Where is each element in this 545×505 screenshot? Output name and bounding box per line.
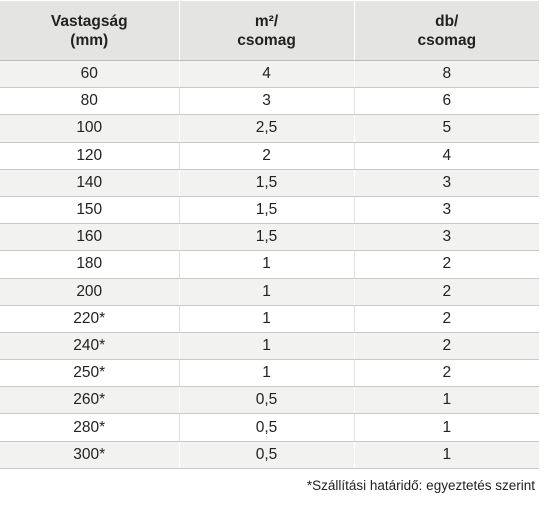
cell-thickness: 300*: [0, 441, 180, 469]
header-area-line1: m²/: [254, 12, 279, 30]
cell-area-per-pack: 1: [179, 305, 355, 333]
packaging-table: Vastagság (mm) m²/csomag db/csomag 60 4 8 80…: [0, 1, 539, 469]
cell-area-per-pack: 0,5: [179, 413, 355, 442]
table-row: 180 1 2: [0, 250, 539, 279]
cell-pieces-per-pack: 2: [354, 359, 539, 388]
cell-pieces-per-pack: 8: [354, 60, 539, 89]
cell-thickness: 180: [0, 250, 180, 279]
table-row: 140 1,5 3: [0, 169, 539, 197]
cell-pieces-per-pack: 3: [354, 196, 539, 225]
table-row: 260* 0,5 1: [0, 386, 539, 415]
cell-pieces-per-pack: 6: [354, 87, 539, 116]
table-row: 280* 0,5 1: [0, 413, 539, 442]
header-area-per-pack: m²/csomag: [179, 1, 355, 61]
header-thickness: Vastagság (mm): [0, 1, 180, 61]
cell-thickness: 240*: [0, 332, 180, 361]
cell-thickness: 160: [0, 223, 180, 252]
header-pieces-line1: db/: [435, 12, 459, 30]
cell-pieces-per-pack: 1: [354, 386, 539, 415]
cell-pieces-per-pack: 3: [354, 223, 539, 252]
cell-thickness: 220*: [0, 305, 180, 333]
cell-thickness: 140: [0, 169, 180, 197]
cell-pieces-per-pack: 3: [354, 169, 539, 197]
cell-thickness: 260*: [0, 386, 180, 415]
cell-pieces-per-pack: 1: [354, 441, 539, 469]
header-pieces-per-pack: db/csomag: [354, 1, 539, 61]
cell-area-per-pack: 1,5: [179, 223, 355, 252]
cell-area-per-pack: 1: [179, 359, 355, 388]
cell-pieces-per-pack: 2: [354, 278, 539, 306]
table-row: 200 1 2: [0, 278, 539, 306]
cell-area-per-pack: 1: [179, 250, 355, 279]
cell-area-per-pack: 2,5: [179, 114, 355, 143]
cell-pieces-per-pack: 5: [354, 114, 539, 143]
table-body: 60 4 8 80 3 6 100 2,5 5 120 2 4 140 1,5 3 150 1,5 3 160 1,5…: [0, 60, 539, 469]
cell-thickness: 200: [0, 278, 180, 306]
cell-pieces-per-pack: 2: [354, 305, 539, 333]
cell-pieces-per-pack: 1: [354, 413, 539, 442]
table-row: 150 1,5 3: [0, 196, 539, 225]
cell-thickness: 120: [0, 142, 180, 170]
cell-pieces-per-pack: 2: [354, 332, 539, 361]
cell-thickness: 100: [0, 114, 180, 143]
cell-pieces-per-pack: 4: [354, 142, 539, 170]
cell-area-per-pack: 2: [179, 142, 355, 170]
header-thickness-line1: Vastagság: [50, 12, 128, 30]
table-row: 120 2 4: [0, 142, 539, 170]
cell-area-per-pack: 3: [179, 87, 355, 116]
cell-area-per-pack: 4: [179, 60, 355, 89]
cell-thickness: 80: [0, 87, 180, 116]
packaging-table-container: Vastagság (mm) m²/csomag db/csomag 60 4 8 80…: [0, 1, 539, 469]
cell-area-per-pack: 1: [179, 332, 355, 361]
cell-thickness: 280*: [0, 413, 180, 442]
table-row: 220* 1 2: [0, 305, 539, 333]
header-pieces-line2: csomag: [417, 31, 477, 49]
cell-thickness: 250*: [0, 359, 180, 388]
table-header: Vastagság (mm) m²/csomag db/csomag: [0, 1, 539, 61]
cell-area-per-pack: 0,5: [179, 386, 355, 415]
table-row: 250* 1 2: [0, 359, 539, 388]
table-row: 100 2,5 5: [0, 114, 539, 143]
header-thickness-line2: (mm): [70, 31, 109, 49]
cell-pieces-per-pack: 2: [354, 250, 539, 279]
cell-area-per-pack: 1,5: [179, 169, 355, 197]
cell-area-per-pack: 1: [179, 278, 355, 306]
cell-thickness: 60: [0, 60, 180, 89]
table-row: 300* 0,5 1: [0, 441, 539, 469]
table-row: 60 4 8: [0, 60, 539, 89]
table-row: 240* 1 2: [0, 332, 539, 361]
table-row: 80 3 6: [0, 87, 539, 116]
header-area-line2: csomag: [237, 31, 296, 49]
cell-area-per-pack: 0,5: [179, 441, 355, 469]
header-row: Vastagság (mm) m²/csomag db/csomag: [0, 1, 539, 61]
cell-thickness: 150: [0, 196, 180, 225]
cell-area-per-pack: 1,5: [179, 196, 355, 225]
table-row: 160 1,5 3: [0, 223, 539, 252]
footnote: *Szállítási határidő: egyeztetés szerint: [306, 478, 535, 493]
